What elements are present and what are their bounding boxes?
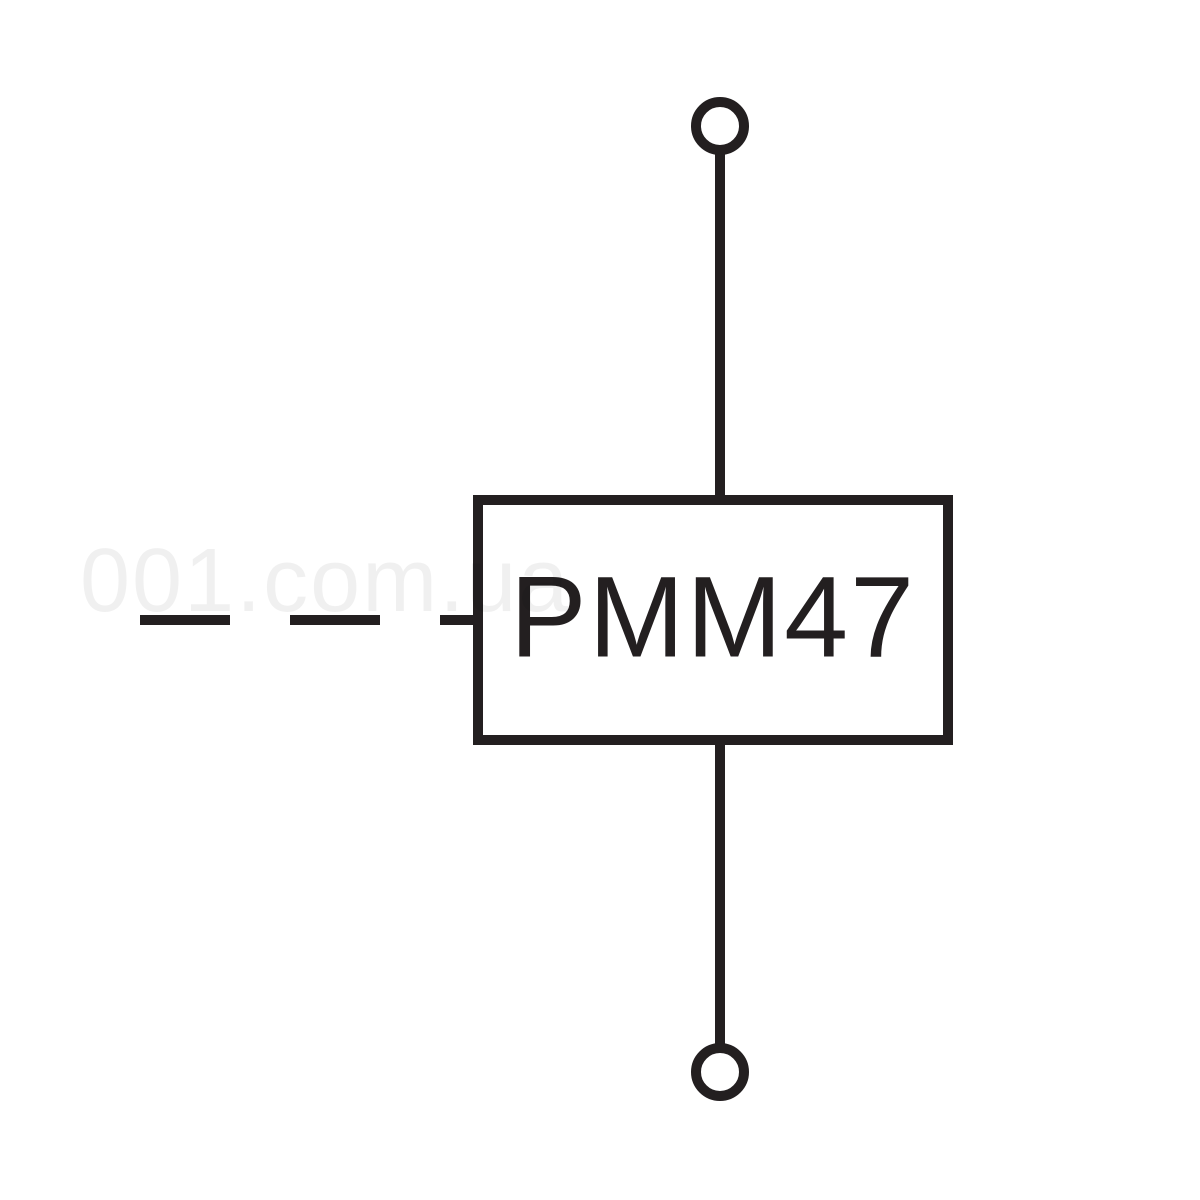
- terminal-bottom: [696, 1048, 744, 1096]
- component-label: PMM47: [510, 553, 916, 681]
- terminal-top: [696, 102, 744, 150]
- diagram-canvas: 001.com.ua PMM47: [0, 0, 1200, 1200]
- schematic-svg: PMM47: [0, 0, 1200, 1200]
